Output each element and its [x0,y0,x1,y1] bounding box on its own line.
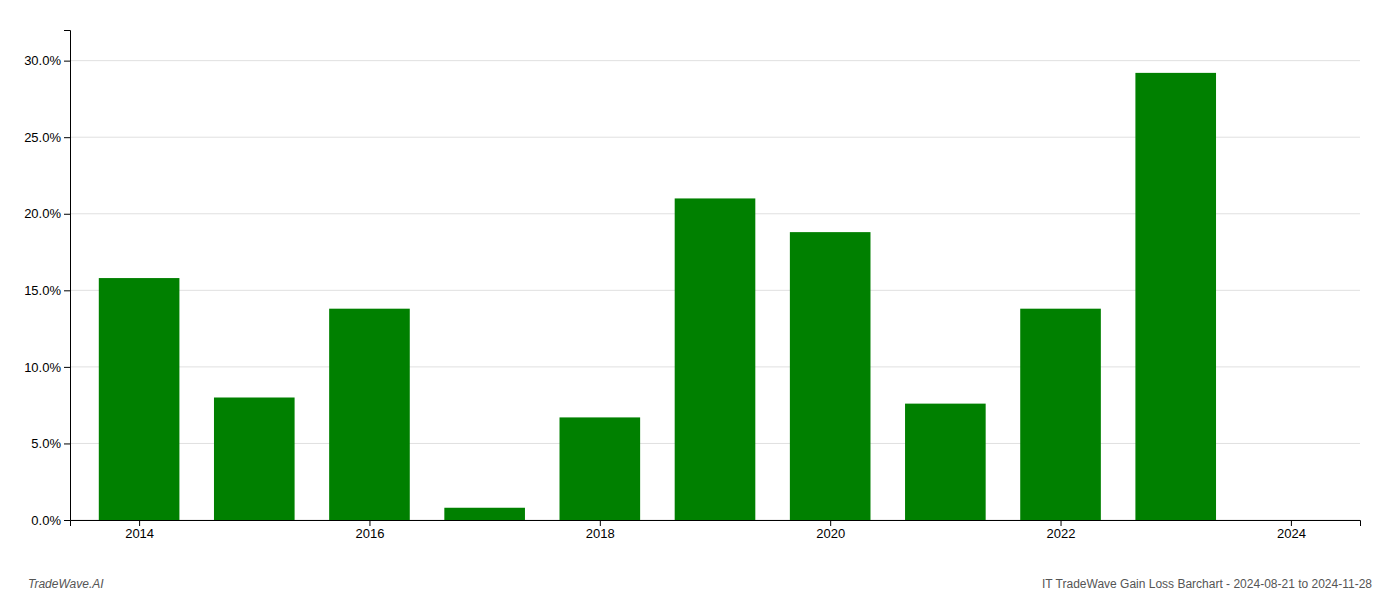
bar [790,232,871,520]
tick: 2020 [816,520,845,541]
tick-mark [369,520,370,526]
tick-mark [139,520,140,526]
tick-mark [64,520,70,521]
tick: 20.0% [24,206,70,221]
tick: 2024 [1277,520,1306,541]
tick: 30.0% [24,53,70,68]
tick-label: 2016 [356,526,385,541]
bar [214,398,295,521]
tick-label: 0.0% [31,513,61,528]
grid [70,61,1360,520]
tick-label: 5.0% [31,436,61,451]
tick-label: 30.0% [24,53,61,68]
y-axis-line [64,31,71,521]
tick: 2022 [1047,520,1076,541]
tick-label: 2022 [1047,526,1076,541]
tick-mark [1291,520,1292,526]
bar [675,198,756,520]
tick: 0.0% [31,513,70,528]
tick-mark [600,520,601,526]
bar [905,404,986,520]
bar [1135,73,1216,520]
tick-label: 10.0% [24,360,61,375]
bar [560,417,641,520]
tick-mark [64,443,70,444]
tick-mark [64,214,70,215]
tick: 15.0% [24,283,70,298]
grid-line [70,60,1360,61]
bar [1020,309,1101,520]
tick: 2018 [586,520,615,541]
tick-label: 2018 [586,526,615,541]
x-axis-line [71,521,1361,527]
y-axis: 0.0% 5.0% 10.0% 15.0% 20.0% 25.0% 30.0% [24,31,70,528]
tick-label: 2014 [125,526,154,541]
footer-right: IT TradeWave Gain Loss Barchart - 2024-0… [1042,577,1372,591]
chart-svg: 2014 2016 2018 2020 2022 2024 0.0% 5.0% 10.0% 15.… [0,0,1400,600]
footer-left: TradeWave.AI [28,577,104,591]
tick-label: 20.0% [24,206,61,221]
tick: 2016 [356,520,385,541]
tick-label: 25.0% [24,130,61,145]
tick: 10.0% [24,360,70,375]
bar [99,278,180,520]
bar [444,508,525,520]
tick-mark [64,61,70,62]
tick-mark [64,137,70,138]
tick-label: 2020 [816,526,845,541]
tick-mark [64,290,70,291]
x-axis: 2014 2016 2018 2020 2022 2024 [71,520,1361,541]
tick: 25.0% [24,130,70,145]
chart-container: 2014 2016 2018 2020 2022 2024 0.0% 5.0% 10.0% 15.… [0,0,1400,600]
tick: 5.0% [31,436,70,451]
plot-area [99,73,1216,520]
tick-label: 2024 [1277,526,1306,541]
tick-mark [64,367,70,368]
tick: 2014 [125,520,154,541]
tick-label: 15.0% [24,283,61,298]
tick-mark [830,520,831,526]
tick-mark [1061,520,1062,526]
bar [329,309,410,520]
